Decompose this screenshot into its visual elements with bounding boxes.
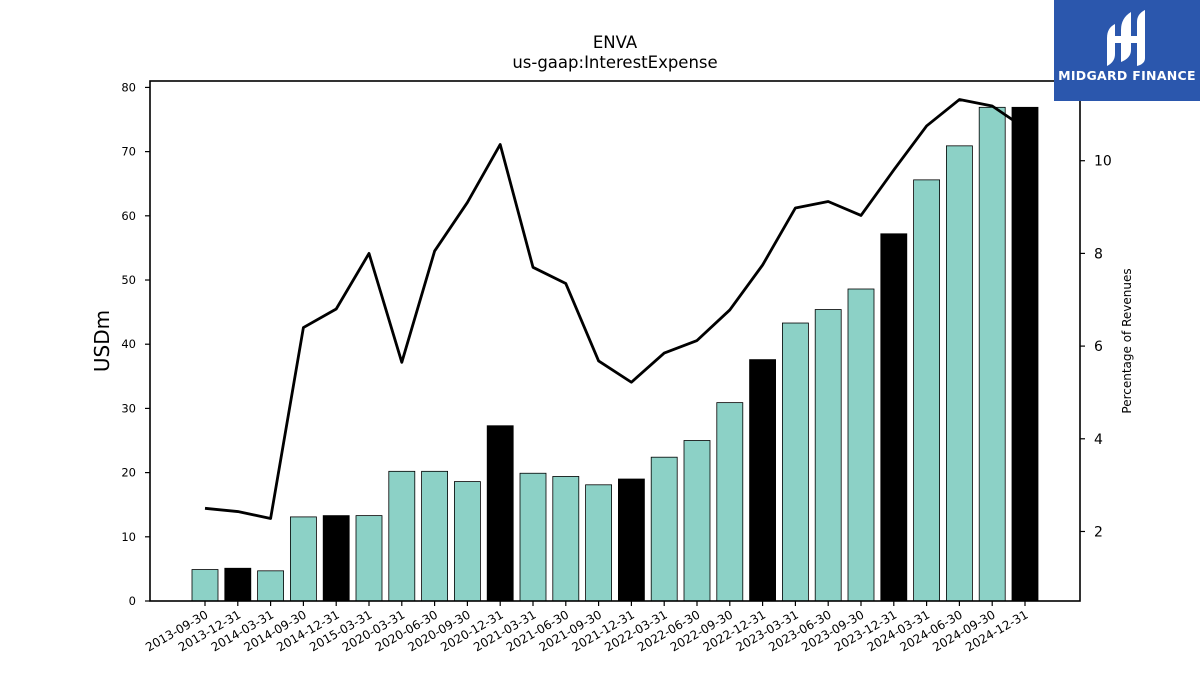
chart-subtitle: us-gaap:InterestExpense (512, 53, 717, 72)
line-series (204, 98, 1026, 520)
bar-2020-09-30 (453, 481, 481, 602)
y-tick-label: 50 (121, 273, 136, 287)
bar-2021-06-30 (552, 476, 580, 602)
y2-tick-label: 10 (1094, 154, 1112, 170)
bar-2013-12-31 (224, 567, 252, 602)
percentage-of-revenues-line (204, 98, 1026, 520)
bar-2022-12-31 (749, 359, 776, 602)
bar-2024-03-31 (913, 179, 940, 602)
y-tick-label: 60 (121, 209, 136, 223)
y-tick-label: 70 (121, 145, 136, 159)
brand-name: MIDGARD FINANCE (1058, 68, 1196, 83)
y2-tick-label: 4 (1094, 432, 1103, 448)
bar-2022-03-31 (650, 456, 678, 602)
bar-2014-12-31 (322, 515, 350, 602)
y-axis-right: 2 4 6 8 10 (1080, 154, 1112, 540)
y-axis-left: 0 10 20 30 40 50 60 70 80 (121, 80, 150, 608)
bar-2022-06-30 (683, 440, 711, 602)
y-tick-label: 20 (121, 466, 136, 480)
y2-tick-label: 6 (1094, 339, 1103, 355)
bar-2015-03-31 (355, 515, 383, 602)
midgard-logo-icon (1107, 10, 1145, 66)
bar-2014-03-31 (257, 570, 285, 602)
y-tick-label: 30 (121, 401, 136, 415)
bar-2021-12-31 (618, 478, 645, 602)
y-tick-label: 0 (129, 594, 136, 608)
y-tick-label: 80 (121, 80, 136, 94)
y2-tick-label: 8 (1094, 246, 1103, 262)
bar-2024-12-31 (1011, 106, 1039, 602)
bar-2021-09-30 (585, 484, 612, 602)
chart-title: ENVA (593, 33, 638, 52)
bar-2023-12-31 (880, 233, 908, 602)
bar-2023-03-31 (782, 322, 809, 602)
bar-2022-09-30 (716, 402, 744, 602)
bar-2023-06-30 (814, 309, 842, 602)
bar-2021-03-31 (519, 472, 547, 602)
bar-2013-09-30 (191, 569, 219, 602)
bar-2020-12-31 (486, 425, 514, 602)
y-tick-label: 40 (121, 337, 136, 351)
plot-frame (149, 80, 1081, 602)
bar-2014-09-30 (289, 516, 317, 602)
bar-2024-09-30 (978, 106, 1006, 602)
bar-2024-06-30 (946, 145, 973, 602)
bar-2020-06-30 (421, 470, 449, 602)
bar-2023-09-30 (847, 288, 875, 602)
bar-2020-03-31 (388, 470, 416, 602)
y2-axis-label: Percentage of Revenues (1120, 268, 1134, 413)
bar-series (191, 106, 1039, 602)
y-tick-label: 10 (121, 530, 136, 544)
brand-logo: MIDGARD FINANCE (1054, 0, 1200, 101)
y2-tick-label: 2 (1094, 524, 1103, 540)
y-axis-label: USDm (90, 310, 114, 372)
x-axis: 2013-09-302013-12-312014-03-312014-09-30… (143, 601, 1031, 654)
